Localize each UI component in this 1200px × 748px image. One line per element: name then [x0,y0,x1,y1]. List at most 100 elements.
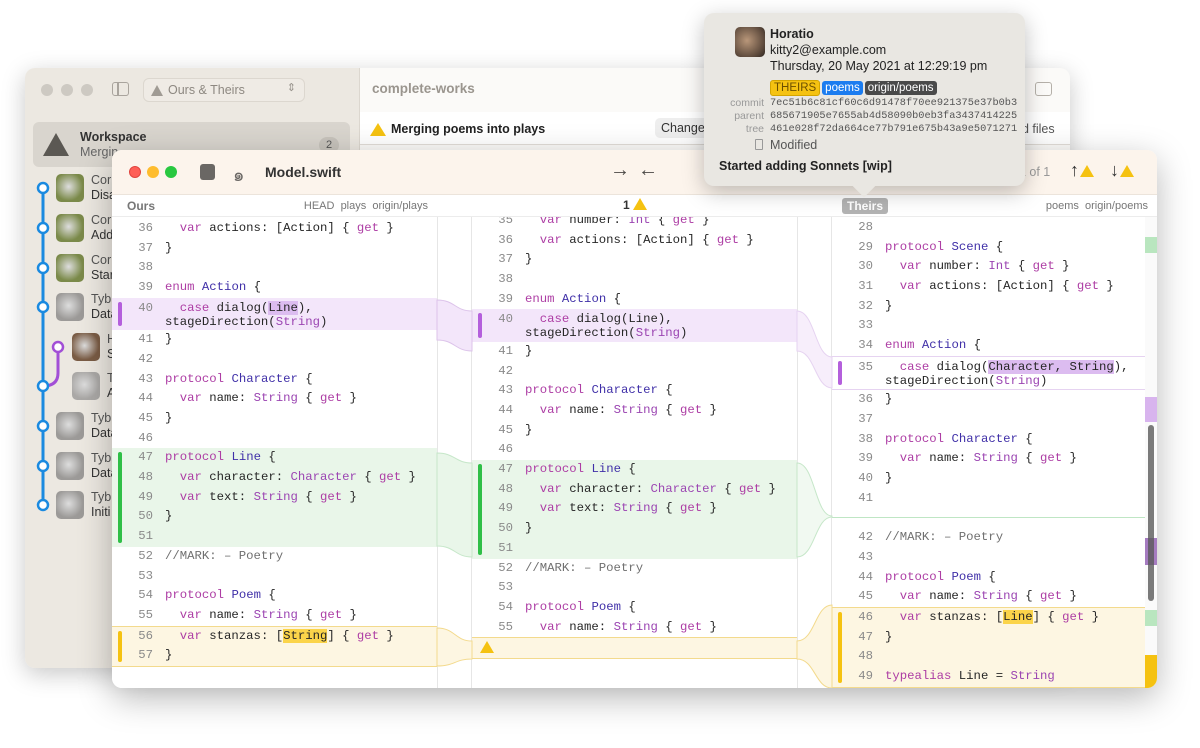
code-line[interactable]: 53 [112,567,437,587]
code-line[interactable]: 28 [832,218,1145,238]
close-button[interactable] [41,84,53,96]
theirs-label[interactable]: Theirs [842,198,889,214]
code-line[interactable]: 38 [112,258,437,278]
code-line[interactable]: 39 enum Action { [112,278,437,298]
zoom-button[interactable] [81,84,93,96]
code-line[interactable]: 44 var name: String { get } [112,389,437,409]
code-line[interactable]: 48 var character: Character { get } [112,468,437,488]
change-block[interactable]: 40 case dialog(Line), stageDirection(Stri… [472,309,797,342]
commit-row[interactable]: Cor Add [25,208,360,248]
theirs-pane[interactable]: 28 29 protocol Scene {30 var number: Int {… [832,217,1145,688]
code-line[interactable]: 38 [472,270,797,290]
sidebar-toggle-icon[interactable] [112,82,129,96]
next-conflict-button[interactable]: ↓ [1110,160,1134,181]
conflict-block[interactable]: 56 var stanzas: [String] { get } 57} [112,625,437,667]
code-line[interactable]: 39 var name: String { get } [832,449,1145,469]
code-line[interactable]: 41 [832,489,1145,509]
code-line[interactable]: 55 var name: String { get } [472,618,797,638]
code-line[interactable]: 49 typealias Line = String [832,667,1145,687]
change-block[interactable]: 35 case dialog(Character, String), stageD… [832,355,1145,391]
minimize-button[interactable] [61,84,73,96]
addition-block[interactable]: 47 protocol Line {48 var character: Chara… [472,460,797,559]
code-line[interactable]: 52 //MARK: – Poetry [472,559,797,579]
code-line[interactable]: 39 enum Action { [472,290,797,310]
code-line[interactable]: 42 [112,350,437,370]
code-line[interactable]: 37} [112,239,437,259]
code-line[interactable]: 57} [112,646,437,666]
close-button[interactable] [129,166,141,178]
code-line[interactable]: 47 protocol Line { [112,448,437,468]
code-line[interactable]: 43 protocol Character { [472,381,797,401]
code-line[interactable]: 50} [112,507,437,527]
code-line[interactable]: 45} [112,409,437,429]
previous-conflict-button[interactable]: ↑ [1070,160,1094,181]
commit-row[interactable]: Tyb Data [25,287,360,327]
inspector-toggle-icon[interactable] [1035,82,1052,96]
code-line[interactable] [472,638,797,658]
code-line[interactable]: 33 [832,316,1145,336]
code-line[interactable]: 35 case dialog(Character, String), stageD… [832,357,1145,390]
code-line[interactable]: 44 var name: String { get } [472,401,797,421]
code-line[interactable]: 48 var character: Character { get } [472,480,797,500]
code-line[interactable]: 44 protocol Poem { [832,568,1145,588]
code-line[interactable]: 29 protocol Scene { [832,238,1145,258]
code-line[interactable]: 49 var text: String { get } [112,488,437,508]
code-line[interactable]: 36 var actions: [Action] { get } [472,231,797,251]
commit-row[interactable]: Tyb Initi [25,485,360,525]
code-line[interactable]: 31 var actions: [Action] { get } [832,277,1145,297]
stack-icon[interactable] [200,164,215,180]
zoom-button[interactable] [165,166,177,178]
code-line[interactable]: 46 [112,429,437,449]
ours-pane[interactable]: 36 var actions: [Action] { get } 37} 38 39 e… [112,217,437,688]
code-line[interactable]: 40 case dialog(Line), stageDirection(Stri… [112,298,437,331]
conflict-block[interactable]: 46 var stanzas: [Line] { get } 47} 48 49 typ… [832,606,1145,688]
code-line[interactable]: 40 case dialog(Line), stageDirection(Stri… [472,309,797,342]
code-line[interactable]: 41} [112,330,437,350]
minimize-button[interactable] [147,166,159,178]
code-line[interactable]: 47} [832,628,1145,648]
code-line[interactable]: 42 //MARK: – Poetry [832,528,1145,548]
changes-button[interactable]: Changes [655,118,718,138]
commit-row[interactable]: Tyb Data [25,406,360,446]
code-line[interactable]: 51 [472,539,797,559]
commit-row[interactable]: H S [25,327,360,367]
conflict-warning-icon[interactable] [480,641,494,654]
code-line[interactable]: 41} [472,342,797,362]
branch-selector[interactable]: Ours & Theirs ⇕ [143,78,305,102]
code-line[interactable]: 54 protocol Poem { [472,598,797,618]
code-line[interactable]: 37} [472,250,797,270]
code-line[interactable]: 50} [472,519,797,539]
code-line[interactable]: 55 var name: String { get } [112,606,437,626]
change-block[interactable]: 40 case dialog(Line), stageDirection(Stri… [112,297,437,331]
code-line[interactable]: 45} [472,421,797,441]
commit-row[interactable]: Tyb Data [25,446,360,486]
arrow-right-icon[interactable]: → [610,159,630,181]
code-line[interactable]: 54 protocol Poem { [112,586,437,606]
base-pane[interactable]: 35 var number: Int { get } 36 var actions… [472,217,797,688]
commit-row[interactable]: Cor Disa [25,168,360,208]
code-line[interactable]: 43 [832,548,1145,568]
code-line[interactable]: 48 [832,647,1145,667]
code-line[interactable]: 46 [472,440,797,460]
minimap-scrollbar[interactable] [1145,217,1157,688]
code-line[interactable]: 42 [472,362,797,382]
code-line[interactable]: 35 var number: Int { get } [472,217,797,231]
code-line[interactable]: 30 var number: Int { get } [832,257,1145,277]
code-line[interactable]: 32} [832,297,1145,317]
code-line[interactable]: 51 [112,527,437,547]
commit-row[interactable]: Cor Star [25,248,360,288]
code-line[interactable]: 38 protocol Character { [832,430,1145,450]
code-line[interactable]: 53 [472,578,797,598]
code-line[interactable]: 56 var stanzas: [String] { get } [112,627,437,647]
code-line[interactable]: 37 [832,410,1145,430]
addition-block[interactable]: 47 protocol Line {48 var character: Chara… [112,448,437,547]
code-line[interactable]: 45 var name: String { get } [832,587,1145,607]
code-line[interactable]: 43 protocol Character { [112,370,437,390]
code-line[interactable]: 34 enum Action { [832,336,1145,356]
code-line[interactable]: 40} [832,469,1145,489]
code-line[interactable]: 36} [832,390,1145,410]
code-line[interactable]: 46 var stanzas: [Line] { get } [832,608,1145,628]
code-line[interactable]: 49 var text: String { get } [472,499,797,519]
scrollbar-thumb[interactable] [1148,425,1154,601]
code-line[interactable]: 52 //MARK: – Poetry [112,547,437,567]
